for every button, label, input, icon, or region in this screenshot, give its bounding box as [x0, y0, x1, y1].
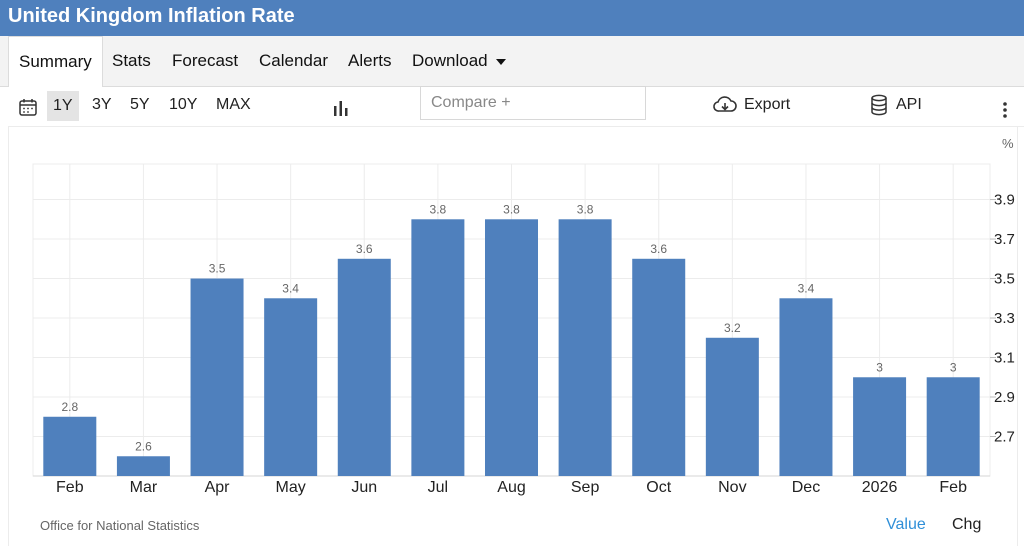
tab-stats[interactable]: Stats [112, 51, 151, 70]
range-10y-button[interactable]: 10Y [169, 96, 198, 113]
bar [43, 416, 97, 476]
tab-bar: Summary Stats Forecast Calendar Alerts D… [0, 36, 1024, 87]
export-label: Export [744, 96, 791, 113]
value-toggle[interactable]: Value [886, 516, 926, 533]
tab-calendar[interactable]: Calendar [259, 51, 328, 70]
range-max-button[interactable]: MAX [216, 96, 251, 113]
tab-download[interactable]: Download [412, 36, 506, 86]
x-tick-label: Sep [571, 479, 600, 496]
bar [116, 456, 170, 476]
x-tick-label: Dec [792, 479, 820, 496]
bar [926, 377, 980, 476]
data-label: 3.8 [503, 202, 520, 216]
x-tick-label: Jun [351, 479, 377, 496]
bar [853, 377, 907, 476]
bar [484, 219, 539, 476]
compare-input[interactable]: Compare + [420, 86, 646, 120]
x-tick-label: Apr [205, 479, 231, 496]
bar [632, 258, 686, 476]
y-axis-labels: 2.7 2.9 3.1 3.3 3.5 3.7 3.9 [994, 192, 1015, 446]
y-tick-label: 3.9 [994, 192, 1015, 209]
bar [411, 219, 465, 476]
data-label: 3.4 [798, 281, 815, 295]
bar [558, 219, 612, 476]
x-tick-label: Jul [428, 479, 448, 496]
tab-forecast[interactable]: Forecast [172, 51, 239, 70]
y-tick-label: 2.7 [994, 429, 1015, 446]
bar [190, 278, 244, 476]
chart-toolbar: 1Y 3Y 5Y 10Y MAX Compare + Export API [8, 86, 1024, 127]
y-axis-unit: % [1002, 136, 1014, 151]
data-label: 3.8 [430, 202, 447, 216]
bar [705, 337, 759, 476]
cloud-download-icon [713, 96, 737, 112]
chevron-down-icon [495, 58, 506, 65]
export-button[interactable]: Export [712, 86, 790, 126]
y-tick-label: 3.1 [994, 350, 1015, 367]
source-credit: Office for National Statistics [40, 518, 200, 533]
x-tick-label: Feb [939, 479, 967, 496]
more-options-icon[interactable] [1002, 96, 1008, 118]
y-tick-label: 3.5 [994, 271, 1015, 288]
chg-toggle[interactable]: Chg [952, 516, 982, 533]
y-tick-label: 3.7 [994, 231, 1015, 248]
x-tick-label: Aug [497, 479, 525, 496]
bar [779, 298, 833, 476]
x-tick-label: 2026 [862, 479, 898, 496]
data-label: 3 [950, 360, 957, 374]
api-label: API [896, 96, 922, 113]
data-label: 3.6 [650, 242, 667, 256]
api-button[interactable]: API [870, 86, 922, 126]
tab-summary[interactable]: Summary [8, 36, 103, 87]
x-axis-labels: Feb Mar Apr May Jun Jul Aug Sep Oct Nov Dec 2026 Feb [56, 479, 967, 496]
y-tick-label: 3.3 [994, 310, 1015, 327]
data-label: 3.6 [356, 242, 373, 256]
data-label: 2.8 [61, 400, 78, 414]
x-tick-label: Mar [130, 479, 158, 496]
range-3y-button[interactable]: 3Y [92, 96, 112, 113]
tab-download-label: Download [412, 51, 488, 70]
range-5y-button[interactable]: 5Y [130, 96, 150, 113]
data-label: 3.8 [577, 202, 594, 216]
database-icon [871, 94, 887, 116]
page-title: United Kingdom Inflation Rate [8, 5, 295, 27]
data-label: 3.5 [209, 262, 226, 276]
calendar-icon[interactable] [18, 94, 38, 116]
x-tick-label: Oct [646, 479, 671, 496]
chart-panel [8, 127, 1018, 546]
data-label: 2.6 [135, 439, 152, 453]
data-label: 3.2 [724, 321, 741, 335]
chart-bars: 2.8 2.6 3.5 3.4 3.6 3.8 3.8 3.8 3.6 3.2 3.4 3 3 [43, 202, 980, 476]
y-tick-label: 2.9 [994, 389, 1015, 406]
header-bar: United Kingdom Inflation Rate [0, 0, 1024, 36]
x-tick-label: Feb [56, 479, 84, 496]
chart-type-icon[interactable] [332, 95, 350, 116]
x-tick-label: May [276, 479, 306, 496]
range-1y-button[interactable]: 1Y [47, 91, 79, 121]
bar [264, 298, 318, 476]
data-label: 3 [876, 360, 883, 374]
tab-alerts[interactable]: Alerts [348, 51, 392, 70]
x-tick-label: Nov [718, 479, 746, 496]
data-label: 3.4 [282, 281, 299, 295]
bar [337, 258, 391, 476]
